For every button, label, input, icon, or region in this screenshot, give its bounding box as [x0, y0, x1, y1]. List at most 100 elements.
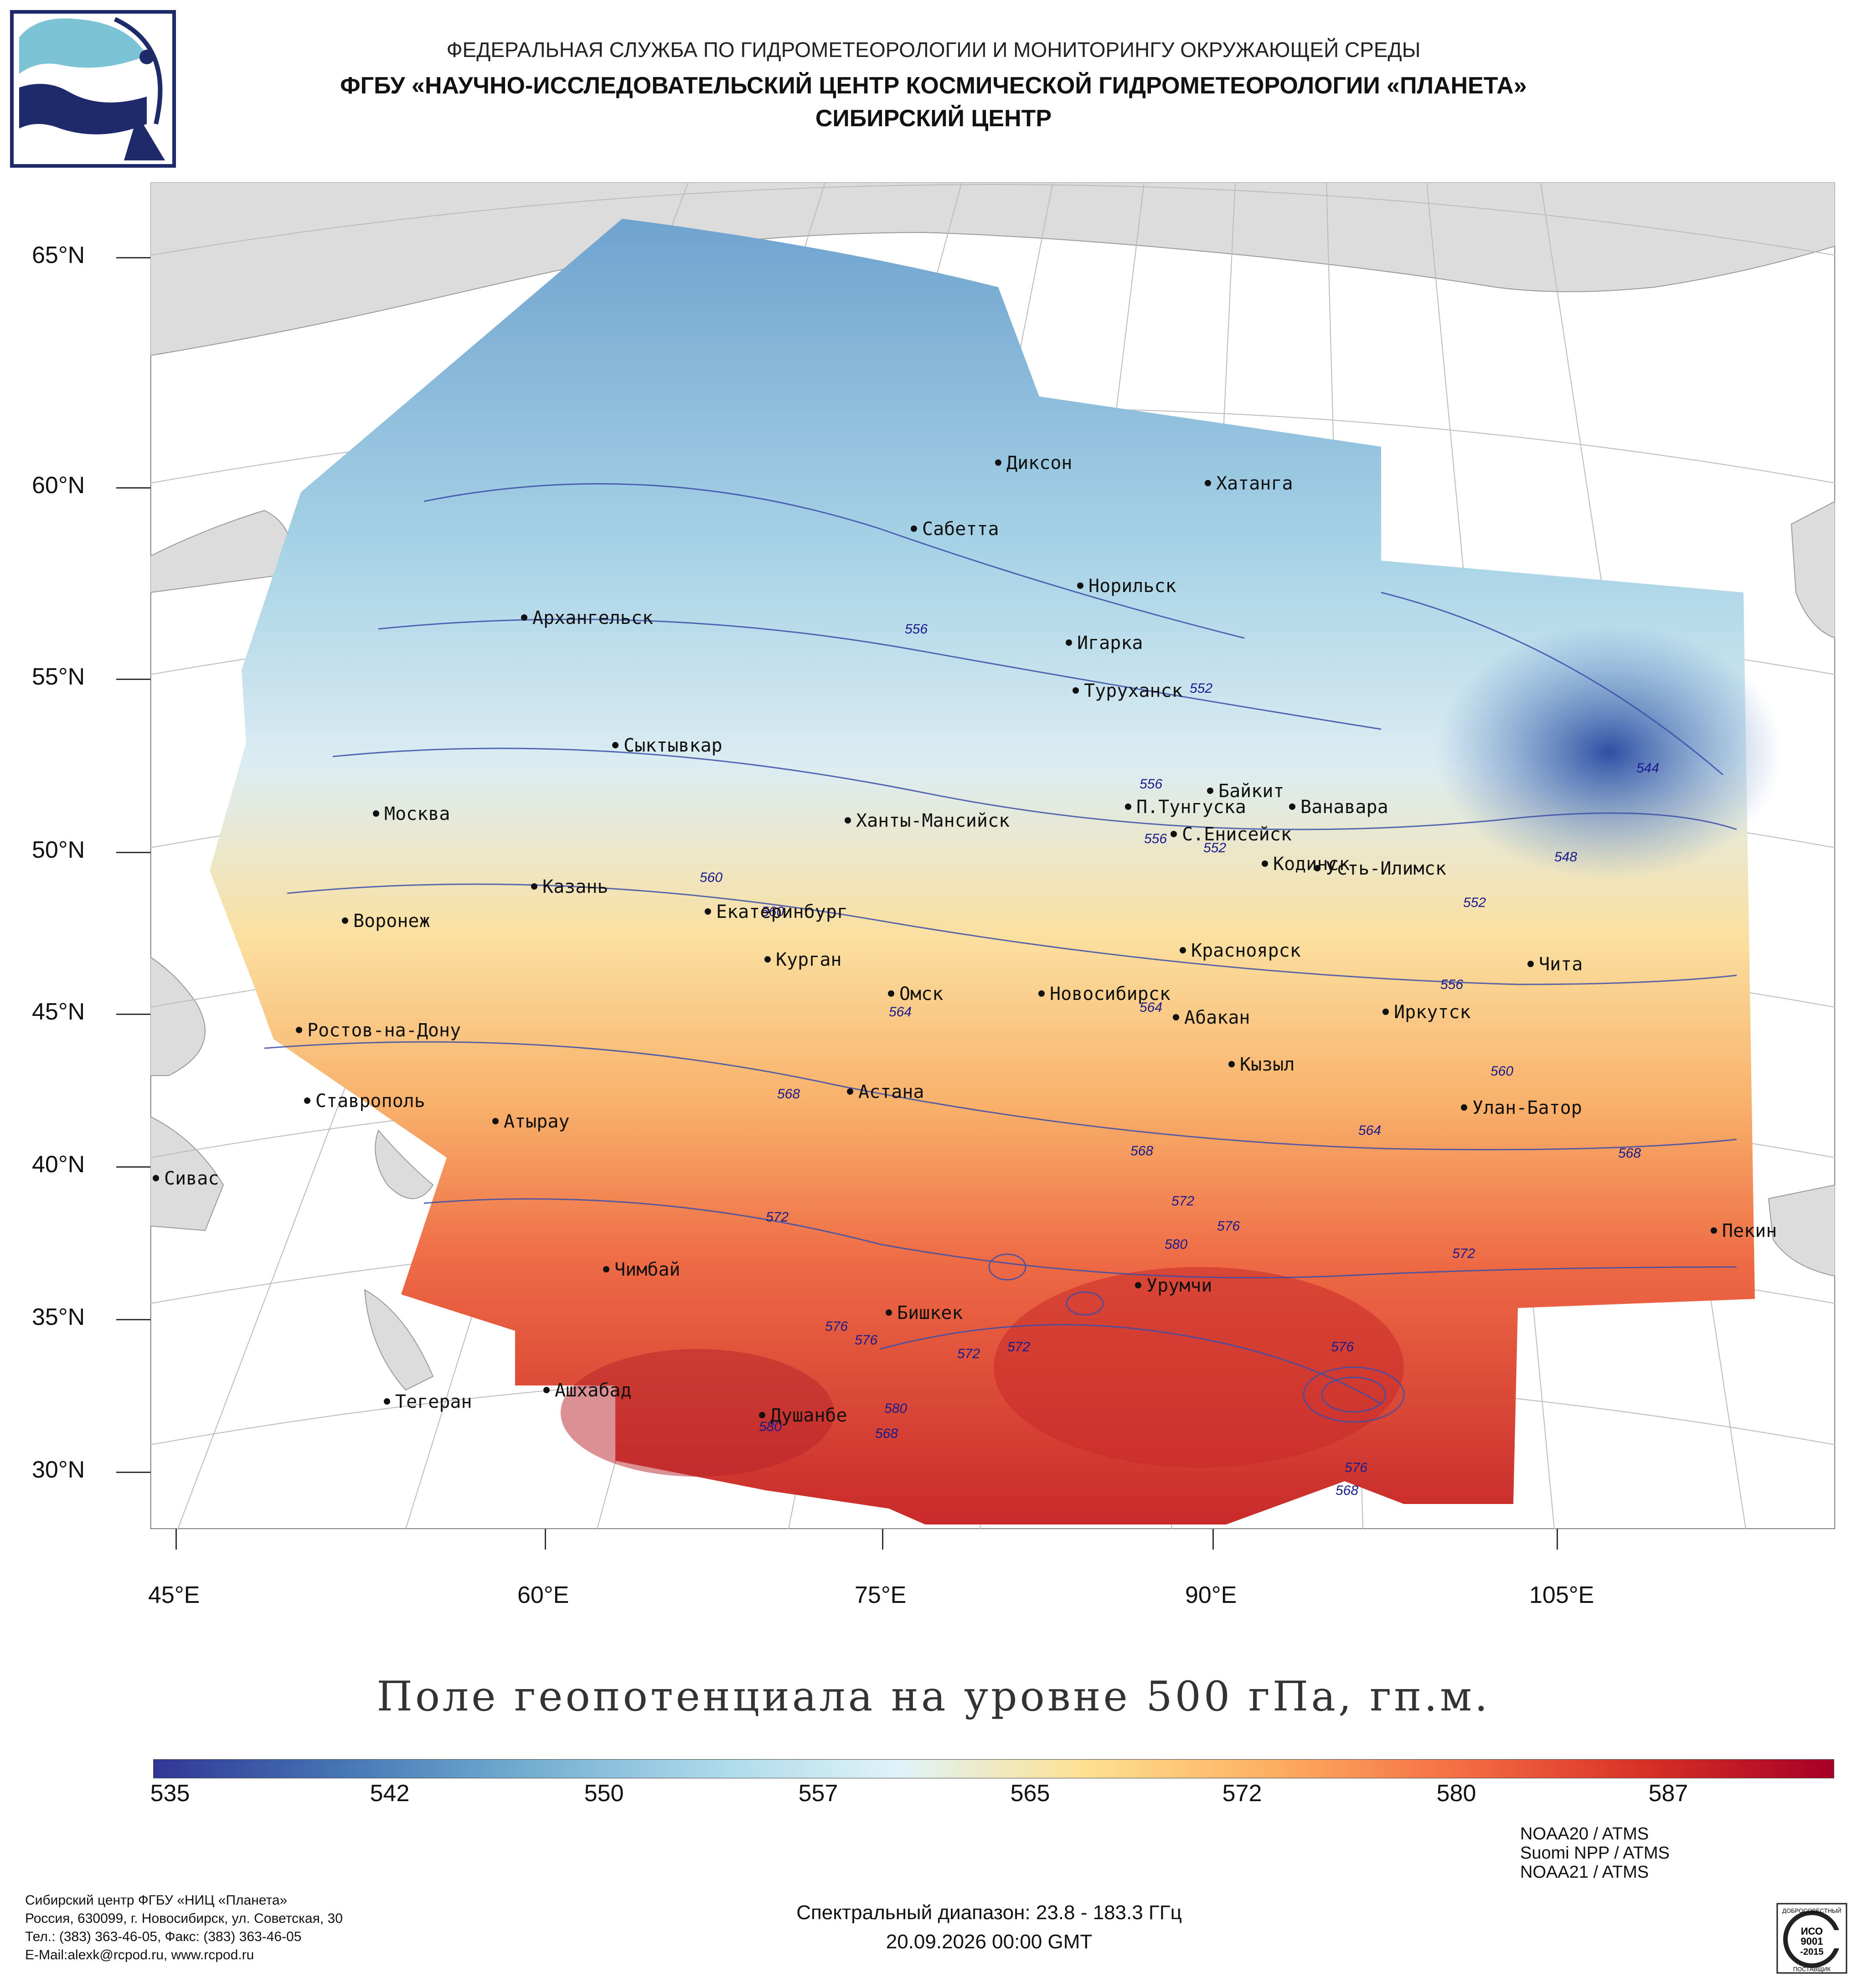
satellite-item: NOAA21 / ATMS [1520, 1863, 1649, 1882]
city-label: Атырау [504, 1111, 570, 1132]
longitude-label: 90°E [1185, 1582, 1237, 1608]
latitude-label: 40°N [32, 1151, 85, 1178]
isoline-label: 564 [1358, 1123, 1381, 1138]
city-dot [845, 817, 851, 824]
city-label: Хатанга [1216, 473, 1293, 494]
isoline-label: 572 [1452, 1246, 1475, 1261]
colorbar-tick-label: 587 [1648, 1780, 1688, 1807]
city-marker: Усть-Илимск [1314, 858, 1446, 879]
isoline-label: 580 [1165, 1237, 1187, 1252]
latitude-label: 45°N [32, 999, 85, 1025]
city-label: Архангельск [532, 608, 653, 628]
city-marker: Кызыл [1228, 1054, 1295, 1075]
isoline-label: 560 [761, 904, 784, 919]
warm-core [994, 1267, 1404, 1468]
city-marker: Сыктывкар [612, 735, 722, 756]
city-dot [1262, 860, 1268, 867]
isoline-label: 556 [905, 622, 928, 637]
badge-top: ДОБРОСОВЕСТНЫЙ [1782, 1907, 1841, 1914]
city-label: Тегеран [395, 1391, 472, 1412]
city-label: П.Тунгуска [1136, 797, 1246, 818]
isoline-label: 580 [884, 1401, 907, 1416]
city-marker: Ставрополь [304, 1091, 425, 1112]
latitude-label: 55°N [32, 664, 85, 690]
city-marker: Байкит [1207, 781, 1284, 802]
iso-certification-badge: ДОБРОСОВЕСТНЫЙ ИСО 9001 -2015 ПОСТАВЩИК [1776, 1903, 1847, 1974]
colorbar-tick-label: 572 [1222, 1780, 1262, 1807]
city-marker: Душанбе [759, 1405, 847, 1426]
city-label: Чита [1539, 954, 1583, 975]
longitude-tick [882, 1529, 883, 1550]
isoline-label: 564 [889, 1004, 912, 1020]
city-dot [531, 883, 537, 890]
city-marker: Чита [1527, 954, 1583, 975]
isoline-label: 556 [1144, 831, 1167, 846]
city-label: Ванавара [1300, 797, 1388, 818]
isoline-label: 556 [1140, 777, 1162, 792]
footer-spectral-block: Спектральный диапазон: 23.8 - 183.3 ГГц … [0, 1898, 1867, 1957]
longitude-label: 105°E [1529, 1582, 1594, 1608]
city-label: Екатеринбург [716, 901, 848, 922]
city-marker: Сивас [153, 1168, 219, 1189]
isoline-label: 572 [766, 1210, 789, 1225]
city-label: Ростов-на-Дону [307, 1020, 461, 1041]
isoline-label: 572 [1171, 1194, 1194, 1209]
isoline-label: 568 [1618, 1146, 1641, 1161]
city-marker: Сабетта [911, 519, 999, 540]
city-dot [1461, 1104, 1467, 1111]
city-marker: Игарка [1066, 633, 1143, 654]
city-markers: Диксон Хатанга Сабетта Норильск Архангельск И… [153, 453, 1777, 1426]
city-dot [1125, 803, 1131, 810]
city-marker: Урумчи [1135, 1275, 1212, 1296]
city-label: Усть-Илимск [1325, 858, 1446, 879]
city-label: Чимбай [614, 1259, 681, 1280]
city-marker: Улан-Батор [1461, 1097, 1582, 1118]
city-dot [1173, 1014, 1179, 1020]
city-label: Урумчи [1146, 1275, 1212, 1296]
city-dot [492, 1118, 499, 1124]
city-marker: Туруханск [1073, 680, 1183, 701]
latitude-tick [116, 1472, 150, 1473]
isoline-label: 576 [825, 1319, 848, 1334]
colorbar-tick-label: 565 [1010, 1780, 1050, 1807]
city-marker: С.Енисейск [1171, 824, 1292, 845]
latitude-label: 65°N [32, 242, 85, 268]
spectral-range: Спектральный диапазон: 23.8 - 183.3 ГГц [796, 1901, 1182, 1924]
city-dot [1135, 1282, 1141, 1288]
longitude-label: 75°E [855, 1582, 907, 1608]
latitude-tick [116, 1014, 150, 1015]
city-marker: Астана [847, 1082, 924, 1102]
city-dot [543, 1387, 550, 1393]
city-label: Норильск [1088, 576, 1176, 597]
city-marker: Красноярск [1180, 940, 1301, 961]
city-marker: Ростов-на-Дону [296, 1020, 461, 1041]
isoline-label: 568 [1336, 1483, 1358, 1498]
footer-address: Россия, 630099, г. Новосибирск, ул. Сове… [25, 1911, 343, 1926]
city-label: Сабетта [922, 519, 999, 540]
isoline-labels: 556 552 556 556 552 544 548 552 556 560 560 564 564 5… [700, 622, 1659, 1498]
city-label: Казань [542, 876, 609, 897]
city-label: Новосибирск [1050, 984, 1171, 1004]
warm-core-west [561, 1349, 834, 1477]
badge-year: -2015 [1800, 1947, 1823, 1957]
city-marker: Екатеринбург [705, 901, 848, 922]
city-dot [886, 1309, 892, 1316]
footer-phone: Тел.: (383) 363-46-05, Факс: (383) 363-4… [25, 1929, 302, 1944]
city-label: Ставрополь [315, 1091, 425, 1112]
longitude-tick [545, 1529, 546, 1550]
city-label: Туруханск [1084, 680, 1183, 701]
city-dot [847, 1088, 853, 1095]
city-dot [1314, 865, 1320, 871]
city-marker: Новосибирск [1038, 984, 1171, 1004]
longitude-tick [1212, 1529, 1214, 1550]
city-dot [296, 1027, 302, 1033]
city-label: Бишкек [897, 1303, 963, 1324]
city-marker: Чимбай [603, 1259, 681, 1280]
city-dot [1077, 582, 1083, 589]
city-marker: Ханты-Мансийск [845, 810, 1010, 831]
city-marker: Норильск [1077, 576, 1176, 597]
city-label: Омск [899, 984, 943, 1004]
map-title: Поле геопотенциала на уровне 500 гПа, гп… [376, 1673, 1491, 1720]
city-dot [1228, 1061, 1235, 1067]
geopotential-field [210, 219, 1755, 1524]
